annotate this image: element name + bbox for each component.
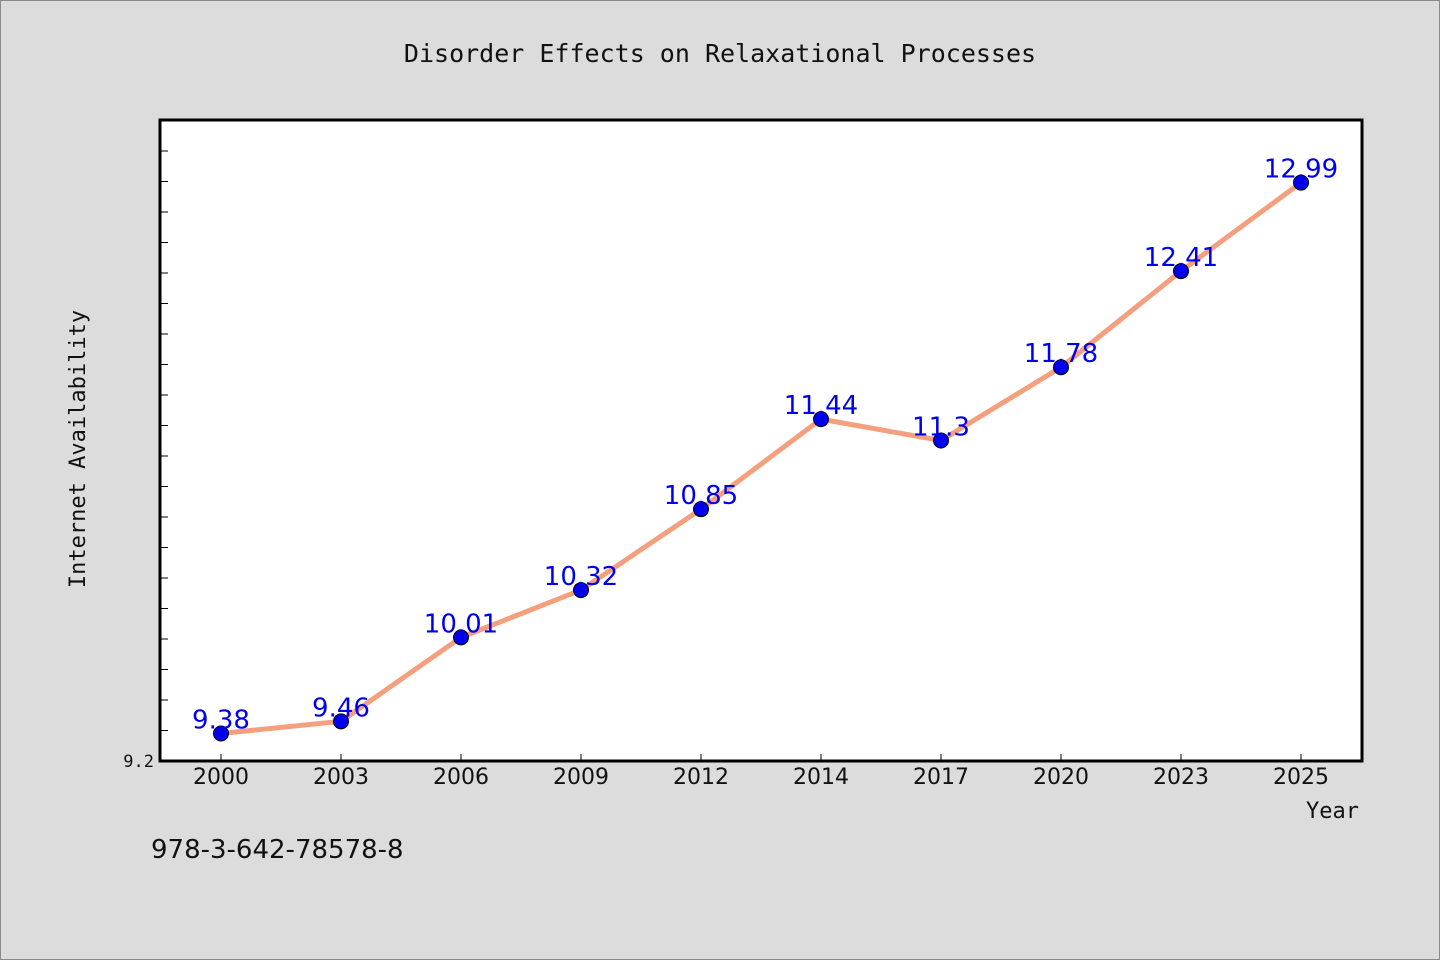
- data-point: [213, 725, 229, 742]
- y-axis-ticks: [160, 150, 168, 731]
- data-label: 10.01: [424, 609, 498, 639]
- data-point: [1173, 263, 1189, 280]
- data-point: [1053, 359, 1069, 376]
- chart-title: Disorder Effects on Relaxational Process…: [404, 39, 1036, 68]
- x-tick-label: 2014: [793, 765, 849, 790]
- data-label: 11.44: [784, 391, 858, 421]
- series-markers: [213, 174, 1309, 742]
- y-tick-label: 9.2: [123, 752, 154, 772]
- data-point: [573, 582, 589, 599]
- data-labels: 9.38 9.46 10.01 10.32 10.85 11.44 11.3 11.78 12.…: [192, 155, 1338, 736]
- y-axis-tick-labels: 9.2: [123, 752, 154, 772]
- data-point: [333, 713, 349, 730]
- series-line: [218, 180, 1304, 737]
- x-tick-label: 2003: [313, 765, 369, 790]
- data-label: 10.85: [664, 481, 738, 511]
- x-tick-label: 2017: [913, 765, 969, 790]
- data-label: 9.38: [192, 706, 250, 736]
- data-point: [453, 629, 469, 646]
- x-axis-ticks: [220, 754, 1302, 761]
- plot-area: [158, 118, 1364, 763]
- data-label: 12.41: [1144, 243, 1218, 273]
- data-point: [813, 411, 829, 428]
- x-tick-label: 2012: [673, 765, 729, 790]
- data-point: [693, 501, 709, 518]
- data-label: 11.3: [912, 413, 970, 443]
- x-tick-label: 2025: [1273, 765, 1329, 790]
- data-point: [1293, 174, 1309, 191]
- x-axis-label: Year: [1306, 799, 1359, 824]
- x-axis-tick-labels: 2000 2003 2006 2009 2012 2014 2017 2020 2023 2025: [193, 765, 1329, 790]
- data-point: [933, 432, 949, 449]
- y-axis-label: Internet Availability: [66, 310, 91, 588]
- x-tick-label: 2009: [553, 765, 609, 790]
- data-label: 10.32: [544, 562, 618, 592]
- x-tick-label: 2000: [193, 765, 249, 790]
- isbn-footer: 978-3-642-78578-8: [151, 835, 404, 865]
- data-label: 11.78: [1024, 339, 1098, 369]
- data-label: 9.46: [312, 693, 370, 723]
- x-tick-label: 2023: [1153, 765, 1209, 790]
- x-tick-label: 2006: [433, 765, 489, 790]
- x-tick-label: 2020: [1033, 765, 1089, 790]
- data-label: 12.99: [1264, 155, 1338, 185]
